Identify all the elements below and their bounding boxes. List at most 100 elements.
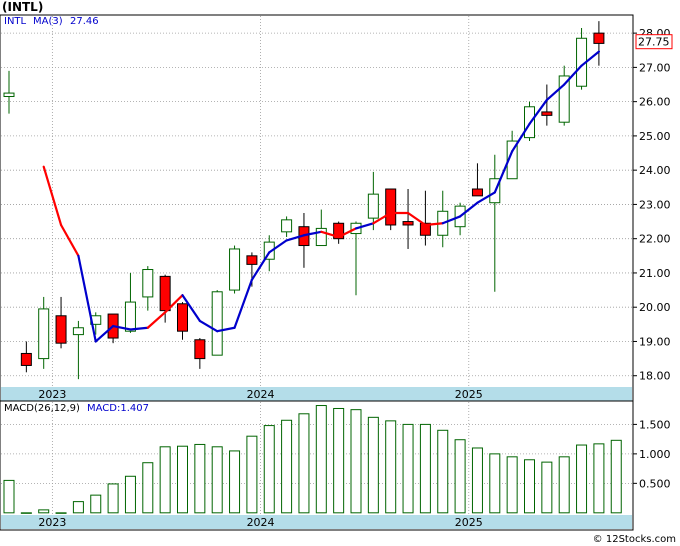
ma-segment [129, 326, 149, 331]
macd-bar [124, 475, 136, 514]
candle-body [142, 269, 154, 298]
macd-bar [315, 405, 327, 514]
macd-bar [610, 439, 622, 514]
price-ytick-label: 25.00 [639, 130, 671, 143]
macd-bar [385, 420, 397, 514]
price-xtick-label: 2023 [38, 388, 66, 401]
macd-bar [263, 425, 275, 514]
candle-body [124, 301, 136, 332]
page-title: (INTL) [2, 0, 44, 14]
macd-bar [576, 444, 588, 514]
macd-legend-params: MACD(26,12,9) [4, 403, 80, 414]
macd-bar [142, 462, 154, 514]
macd-ytick-label: 1.500 [639, 418, 671, 431]
candle-body [558, 75, 570, 123]
ma-segment [493, 150, 514, 194]
ma-segment [42, 165, 63, 227]
ma-segment [233, 278, 253, 329]
candle-body [593, 32, 605, 44]
macd-bar [159, 446, 171, 514]
macd-bar [471, 447, 483, 514]
candle-body [194, 339, 206, 360]
candle-body [315, 227, 327, 247]
macd-bar [419, 423, 431, 514]
macd-bar [524, 459, 535, 514]
ma-segment [441, 215, 462, 225]
ma-segment [181, 294, 201, 323]
ma-segment [545, 83, 566, 102]
macd-bar [489, 453, 501, 514]
macd-xtick-label: 2024 [247, 516, 275, 529]
legend-ma-value: 27.46 [70, 16, 99, 27]
ma-segment [406, 211, 427, 227]
macd-bar [558, 456, 570, 514]
candle-body [419, 222, 431, 236]
candle-body [506, 140, 518, 180]
candle-body [229, 248, 241, 291]
ma-segment [94, 324, 115, 343]
macd-xtick-label: 2025 [455, 516, 483, 529]
macd-bar [298, 413, 310, 514]
candle-body [38, 308, 50, 360]
macd-bar [402, 423, 414, 514]
macd-bar [90, 494, 102, 514]
price-xtick-label: 2024 [247, 388, 275, 401]
price-grid [1, 16, 632, 386]
macd-bar [194, 443, 206, 514]
ma-segment [77, 254, 97, 343]
ma-segment [372, 211, 392, 225]
macd-bar [350, 409, 362, 514]
ma-segment [198, 319, 219, 333]
candle-body [20, 352, 32, 366]
price-ytick-label: 24.00 [639, 164, 671, 177]
macd-bar [107, 483, 119, 514]
macd-x-axis: 2023 2024 2025 [38, 516, 482, 529]
macd-bar [55, 512, 67, 514]
ma-segment [216, 326, 236, 333]
macd-bar [177, 445, 188, 514]
ma-segment [337, 227, 358, 239]
ma-segment [354, 222, 375, 230]
ma-segment [111, 324, 132, 331]
price-xtick-label: 2025 [455, 388, 483, 401]
macd-bars [3, 405, 622, 514]
candle-body [211, 291, 223, 356]
ma-segment [563, 64, 583, 86]
macd-bar [281, 419, 293, 514]
macd-bar [367, 416, 379, 514]
ma-segment [285, 234, 306, 242]
ma-segment [320, 230, 340, 239]
macd-bar [593, 443, 605, 514]
price-moving-average [42, 50, 601, 343]
ma-segment [268, 239, 288, 254]
price-ytick-label: 23.00 [639, 198, 671, 211]
macd-bar [20, 512, 32, 514]
ma-segment [459, 201, 479, 218]
price-ytick-label: 18.00 [639, 370, 671, 383]
macd-bar [211, 446, 223, 514]
candle-body [402, 221, 414, 226]
price-panel-frame [0, 14, 634, 402]
ma-segment [580, 50, 601, 67]
candle-body [367, 193, 379, 219]
ma-segment [511, 122, 531, 153]
candle-body [541, 111, 553, 116]
macd-ytick-label: 1.000 [639, 448, 671, 461]
macd-bar [72, 501, 84, 514]
ma-segment [302, 230, 323, 237]
macd-legend-value: MACD:1.407 [87, 403, 149, 414]
macd-bar [38, 509, 50, 514]
price-date-band [1, 387, 632, 401]
macd-bar [333, 407, 345, 514]
price-ytick-label: 21.00 [639, 267, 671, 280]
candle-body [159, 275, 171, 312]
macd-bar [437, 429, 449, 514]
price-ytick-label: 27.00 [639, 61, 671, 74]
candle-body [246, 255, 258, 265]
macd-bar [3, 479, 15, 514]
candle-body [333, 222, 345, 240]
ma-segment [59, 223, 80, 257]
candle-body [263, 241, 275, 260]
macd-bar [229, 450, 241, 514]
